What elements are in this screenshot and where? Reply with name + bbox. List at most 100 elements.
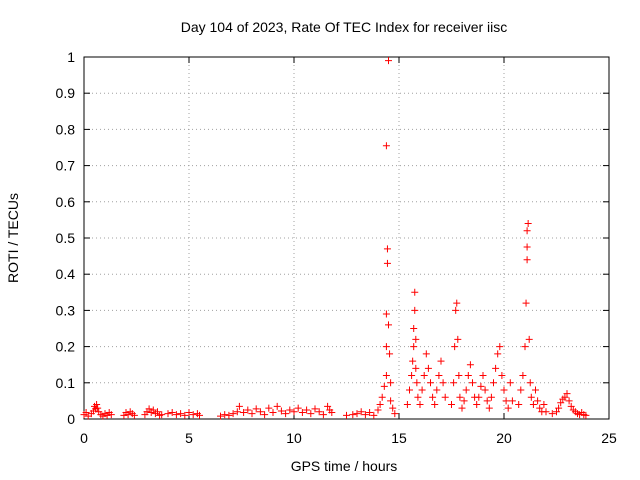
data-point [328, 408, 336, 416]
data-point [411, 306, 419, 314]
data-point [298, 408, 306, 416]
data-point [515, 401, 523, 409]
data-point [361, 411, 369, 419]
data-point [582, 411, 590, 419]
data-point [460, 397, 468, 405]
data-point [189, 411, 197, 419]
data-point [256, 408, 264, 416]
data-point [525, 335, 533, 343]
data-point [469, 379, 476, 387]
data-point [343, 411, 350, 419]
data-point [252, 405, 260, 413]
data-point [353, 410, 361, 418]
data-point [413, 379, 421, 387]
gridlines [84, 57, 609, 419]
data-point [411, 288, 419, 296]
data-point [534, 397, 542, 405]
data-point [164, 410, 172, 418]
data-point [555, 404, 563, 412]
data-point [557, 399, 565, 407]
data-point [324, 402, 332, 410]
data-point [523, 256, 531, 264]
data-point [431, 401, 439, 409]
data-point [349, 411, 357, 419]
data-point [185, 408, 193, 416]
data-point [172, 411, 180, 419]
data-point [311, 405, 319, 413]
data-point [294, 404, 302, 412]
data-point [527, 393, 535, 401]
data-point [181, 411, 189, 419]
data-point [458, 404, 466, 412]
data-point [357, 408, 365, 416]
data-point [412, 364, 420, 372]
y-tick-label: 0.1 [56, 375, 76, 391]
y-tick-label: 1 [67, 49, 75, 65]
data-point [370, 411, 378, 419]
y-tick-label: 0.9 [56, 85, 76, 101]
data-point [107, 411, 115, 419]
data-point [378, 393, 386, 401]
data-point [462, 386, 470, 394]
data-point [494, 350, 502, 358]
data-point [522, 299, 530, 307]
data-point [196, 411, 203, 419]
data-point [282, 410, 290, 418]
data-point [374, 406, 382, 414]
data-point [437, 357, 445, 365]
data-point [553, 408, 560, 416]
data-point [420, 372, 428, 380]
data-point [406, 386, 413, 394]
data-point [451, 343, 459, 351]
data-point [82, 408, 90, 416]
data-point [433, 386, 441, 394]
data-point [519, 372, 527, 380]
data-point [473, 401, 481, 409]
data-point [315, 408, 323, 416]
y-axis-label: ROTI / TECUs [5, 193, 21, 283]
data-point [408, 372, 416, 380]
data-point [477, 382, 485, 390]
data-point [422, 350, 430, 358]
data-point [244, 406, 252, 414]
data-point [229, 410, 237, 418]
data-point [523, 227, 531, 235]
x-axis-label: GPS time / hours [291, 458, 398, 474]
data-point [496, 343, 504, 351]
data-point [277, 407, 285, 415]
data-point [319, 411, 327, 419]
data-point [286, 406, 294, 414]
y-tick-label: 0.8 [56, 121, 76, 137]
data-point [524, 220, 532, 228]
data-point [498, 372, 506, 380]
data-point [427, 379, 434, 387]
data-point [383, 259, 391, 267]
y-tick-label: 0.7 [56, 158, 76, 174]
data-point [382, 372, 390, 380]
x-tick-label: 0 [80, 430, 88, 446]
data-point [424, 364, 432, 372]
axis-ticks: 0 5 10 15 20 25 0 0.1 0.2 0.3 0.4 0.5 0.6 0.7 0.8 0.9 1 [56, 49, 617, 446]
data-point [418, 386, 426, 394]
y-tick-label: 0.3 [56, 302, 76, 318]
data-point [429, 393, 437, 401]
data-point [366, 408, 374, 416]
x-tick-label: 20 [496, 430, 512, 446]
data-point [532, 386, 539, 394]
data-point [481, 386, 489, 394]
data-point [383, 245, 391, 253]
data-point [453, 299, 461, 307]
data-point [504, 404, 512, 412]
data-point [452, 306, 460, 314]
data-point [466, 361, 474, 369]
data-point [548, 410, 556, 418]
data-point [567, 402, 575, 410]
data-point [517, 386, 525, 394]
data-point [248, 410, 256, 418]
data-point [233, 408, 241, 416]
data-point [269, 408, 277, 416]
data-point [225, 411, 233, 419]
y-tick-label: 0.4 [56, 266, 76, 282]
data-point [410, 343, 418, 351]
data-point [217, 412, 224, 420]
